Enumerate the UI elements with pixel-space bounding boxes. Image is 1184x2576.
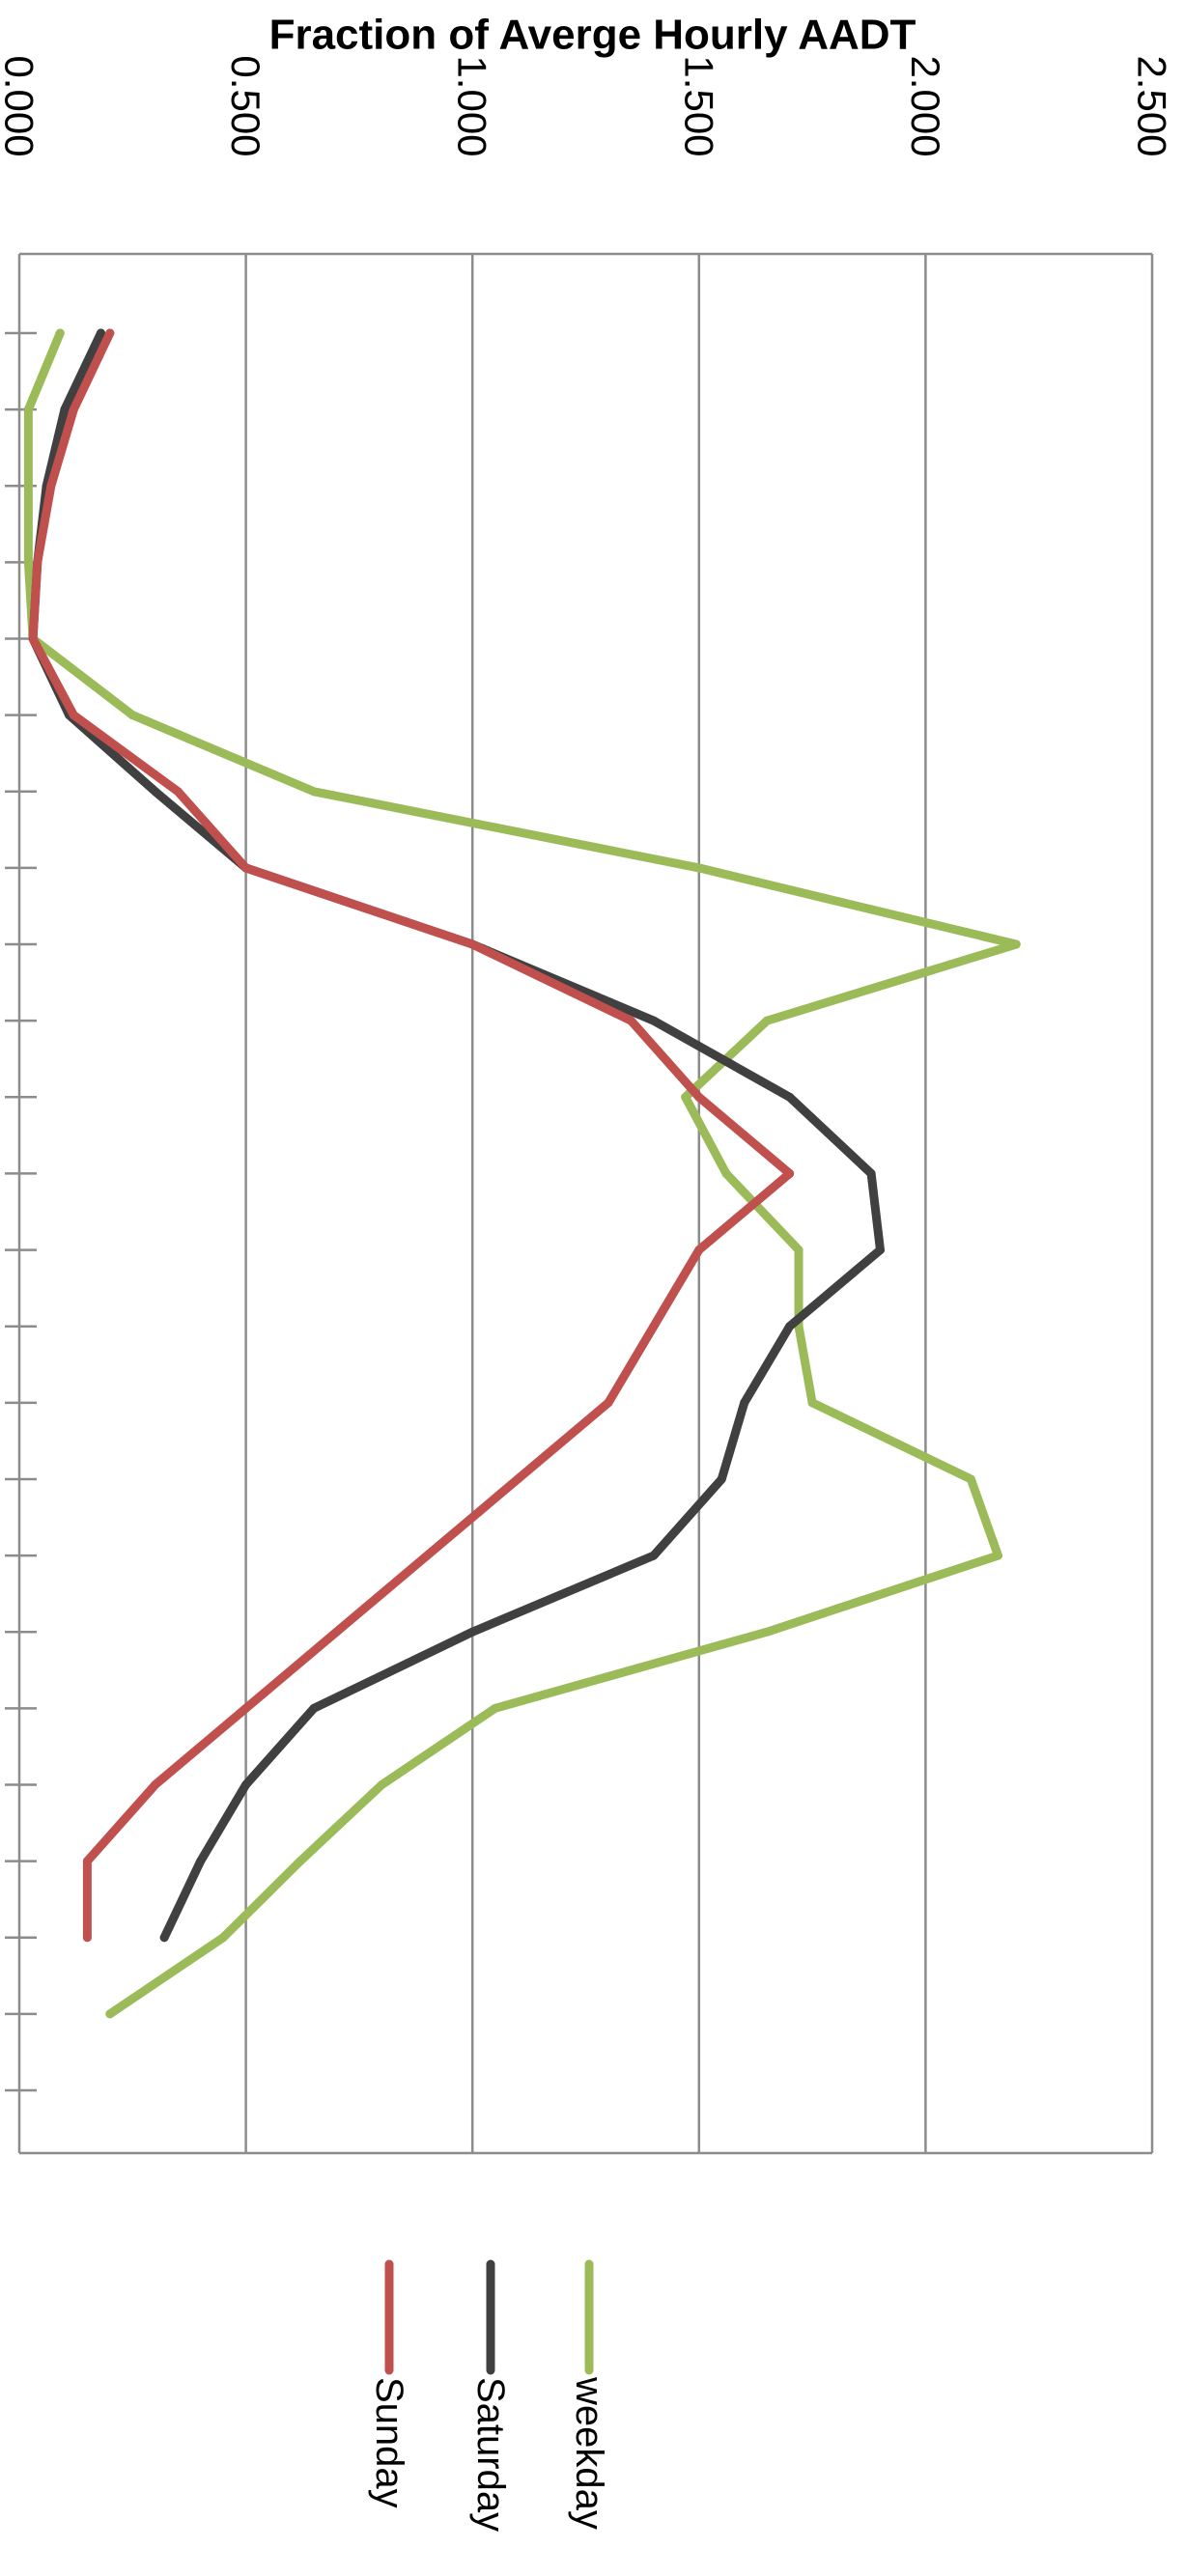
data-point-weekday <box>377 1779 386 1789</box>
data-point-sunday <box>69 405 78 414</box>
data-point-weekday <box>23 557 33 567</box>
data-point-saturday <box>740 1398 749 1408</box>
data-point-sunday <box>331 1627 341 1637</box>
data-point-weekday <box>23 481 33 490</box>
data-point-sunday <box>785 1168 795 1178</box>
series-line-sunday <box>28 328 795 1943</box>
data-point-sunday <box>69 711 78 720</box>
value-tick-label: 0.500 <box>223 55 268 156</box>
data-point-saturday <box>649 1016 659 1025</box>
data-point-saturday <box>60 405 70 414</box>
data-point-saturday <box>649 1551 659 1560</box>
data-point-weekday <box>491 1703 500 1713</box>
data-point-saturday <box>196 1857 206 1866</box>
data-point-sunday <box>694 1246 704 1255</box>
data-point-weekday <box>55 328 65 338</box>
series-lines <box>23 328 1021 2019</box>
data-point-sunday <box>33 557 42 567</box>
data-point-weekday <box>218 1933 228 1943</box>
data-point-weekday <box>681 1092 691 1102</box>
data-point-saturday <box>785 1092 795 1102</box>
data-point-saturday <box>151 787 160 797</box>
value-axis-title: Fraction of Averge Hourly AADT <box>269 12 916 59</box>
data-point-saturday <box>866 1168 876 1178</box>
data-point-sunday <box>513 1474 522 1484</box>
axis-labels: 0.000 0.500 1.000 1.500 2.000 2.500 Fraction o… <box>0 12 1175 157</box>
data-point-weekday <box>127 711 137 720</box>
data-point-weekday <box>105 2009 115 2019</box>
data-point-weekday <box>23 405 33 414</box>
data-point-saturday <box>785 1322 795 1331</box>
value-tick-label: 1.000 <box>450 55 495 156</box>
data-point-sunday <box>604 1398 613 1408</box>
value-tick-label: 0.000 <box>0 55 42 156</box>
data-point-weekday <box>721 1168 731 1178</box>
data-point-sunday <box>467 939 477 949</box>
data-point-saturday <box>96 328 105 338</box>
data-point-sunday <box>105 328 115 338</box>
legend-label-saturday: Saturday <box>469 2377 512 2532</box>
data-point-weekday <box>762 1016 772 1025</box>
legend-label-sunday: Sunday <box>368 2377 410 2508</box>
legend-label-weekday: weekday <box>568 2376 610 2530</box>
data-point-sunday <box>28 634 38 644</box>
data-point-weekday <box>762 1627 772 1637</box>
data-point-sunday <box>82 1933 92 1943</box>
data-point-weekday <box>309 787 319 797</box>
data-point-sunday <box>241 863 251 873</box>
series-line-saturday <box>28 328 885 1943</box>
data-point-weekday <box>296 1857 305 1866</box>
data-point-weekday <box>807 1398 817 1408</box>
legend: weekday Saturday Sunday <box>368 2259 610 2532</box>
data-point-weekday <box>1011 939 1021 949</box>
data-point-sunday <box>422 1551 432 1560</box>
value-tick-label: 1.500 <box>676 55 721 156</box>
data-point-weekday <box>993 1551 1002 1560</box>
data-point-saturday <box>717 1474 726 1484</box>
data-point-sunday <box>46 481 56 490</box>
data-point-weekday <box>966 1474 975 1484</box>
data-point-sunday <box>694 1092 704 1102</box>
data-point-saturday <box>467 1627 477 1637</box>
data-point-saturday <box>875 1246 885 1255</box>
value-tick-label: 2.000 <box>903 55 948 156</box>
data-point-sunday <box>151 1779 160 1789</box>
data-point-weekday <box>794 1246 803 1255</box>
data-point-weekday <box>694 863 704 873</box>
data-point-sunday <box>241 1703 251 1713</box>
plot-area <box>5 252 1154 2155</box>
data-point-sunday <box>82 1857 92 1866</box>
data-point-sunday <box>649 1322 659 1331</box>
value-tick-label: 2.500 <box>1130 55 1175 156</box>
data-point-saturday <box>241 1779 251 1789</box>
data-point-sunday <box>626 1016 635 1025</box>
data-point-saturday <box>309 1703 319 1713</box>
data-point-sunday <box>173 787 183 797</box>
data-point-saturday <box>159 1933 169 1943</box>
